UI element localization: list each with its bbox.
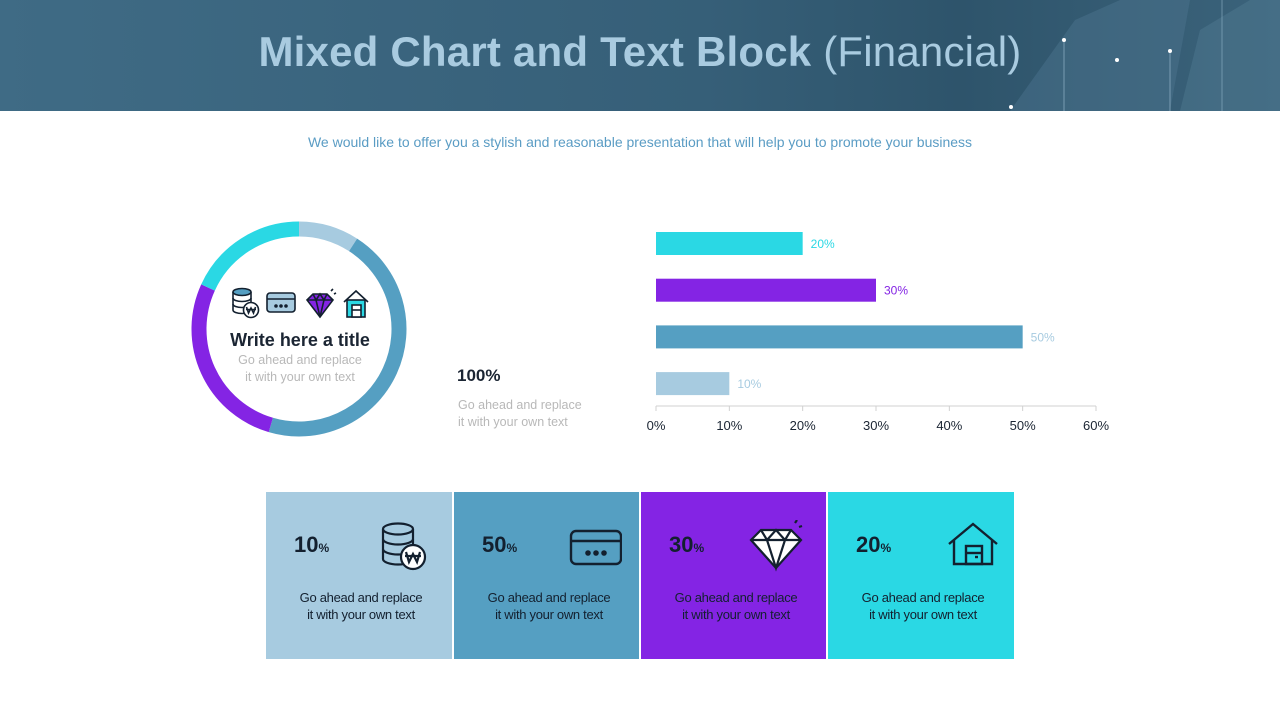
bar-data-label: 30% (884, 284, 908, 298)
x-tick-label: 20% (790, 418, 816, 433)
card-value-unit: % (693, 541, 705, 555)
bar (656, 232, 803, 255)
x-tick-label: 50% (1010, 418, 1036, 433)
diamond-icon (305, 288, 337, 319)
card-value: 10% (294, 532, 329, 558)
card-value-number: 20 (856, 532, 881, 557)
card-value-unit: % (318, 541, 330, 555)
card-text: Go ahead and replace it with your own te… (474, 589, 624, 623)
donut-slice (268, 238, 407, 437)
donut-title: Write here a title (230, 330, 370, 350)
card-text-line1: Go ahead and replace (861, 590, 985, 605)
house-icon (948, 522, 998, 566)
page-title-main: Mixed Chart and Text Block (258, 28, 812, 75)
stat-card: 50% Go ahead and replace it with your ow… (454, 492, 639, 659)
stat-cards: 10% Go ahead and replace it with your ow… (266, 492, 1014, 659)
x-tick-label: 40% (936, 418, 962, 433)
donut-chart (191, 221, 407, 437)
bar-data-label: 20% (811, 237, 835, 251)
donut-slice (298, 221, 358, 252)
card-value: 50% (482, 532, 517, 558)
donut-slice (201, 221, 300, 291)
donut-text-line1: Go ahead and replace (238, 353, 362, 367)
summary-value: 100% (457, 366, 501, 385)
bar-data-label: 10% (737, 377, 761, 391)
stat-card: 30% Go ahead and replace it with your ow… (641, 492, 826, 659)
x-tick-label: 60% (1083, 418, 1109, 433)
donut-description: Go ahead and replace it with your own te… (220, 352, 380, 386)
card-text-line2: it with your own text (682, 607, 790, 622)
house-icon (343, 289, 369, 318)
card-value-number: 30 (669, 532, 694, 557)
bar (656, 372, 730, 396)
x-tick-label: 30% (863, 418, 889, 433)
bar (656, 278, 876, 302)
credit-card-icon (569, 529, 622, 566)
bar-data-label: 50% (1031, 330, 1055, 344)
card-text-line1: Go ahead and replace (674, 590, 798, 605)
diamond-icon (749, 520, 803, 572)
donut-slice (191, 284, 274, 433)
card-value-unit: % (880, 541, 892, 555)
card-value: 30% (669, 532, 704, 558)
stat-card: 20% Go ahead and replace it with your ow… (828, 492, 1014, 659)
card-text: Go ahead and replace it with your own te… (286, 589, 436, 623)
card-value-number: 10 (294, 532, 319, 557)
x-tick-label: 0% (647, 418, 666, 433)
card-text: Go ahead and replace it with your own te… (661, 589, 811, 623)
header-banner (0, 0, 1280, 111)
card-text: Go ahead and replace it with your own te… (848, 589, 998, 623)
page-title: Mixed Chart and Text Block (Financial) (0, 28, 1280, 76)
stat-card: 10% Go ahead and replace it with your ow… (266, 492, 452, 659)
credit-card-icon (266, 292, 296, 313)
coins-won-icon (232, 287, 260, 319)
summary-text-line1: Go ahead and replace (458, 398, 582, 412)
x-tick-label: 10% (716, 418, 742, 433)
card-value-unit: % (506, 541, 518, 555)
card-text-line2: it with your own text (869, 607, 977, 622)
donut-text-line2: it with your own text (245, 370, 355, 384)
bar (656, 325, 1023, 349)
page-subtitle: We would like to offer you a stylish and… (307, 134, 973, 150)
page-title-paren: (Financial) (823, 28, 1022, 75)
card-value-number: 50 (482, 532, 507, 557)
card-text-line2: it with your own text (307, 607, 415, 622)
summary-text-line2: it with your own text (458, 415, 568, 429)
coins-won-icon (381, 522, 427, 571)
bar-chart: 20% 30% 50% 10% 0% 10% 20% 30% 40% 50% 60% (647, 232, 1109, 433)
card-text-line2: it with your own text (495, 607, 603, 622)
card-text-line1: Go ahead and replace (299, 590, 423, 605)
donut-icon-row (232, 287, 369, 319)
card-text-line1: Go ahead and replace (487, 590, 611, 605)
summary-description: Go ahead and replace it with your own te… (458, 397, 608, 431)
city-skyline-decoration (1009, 0, 1280, 111)
card-value: 20% (856, 532, 891, 558)
